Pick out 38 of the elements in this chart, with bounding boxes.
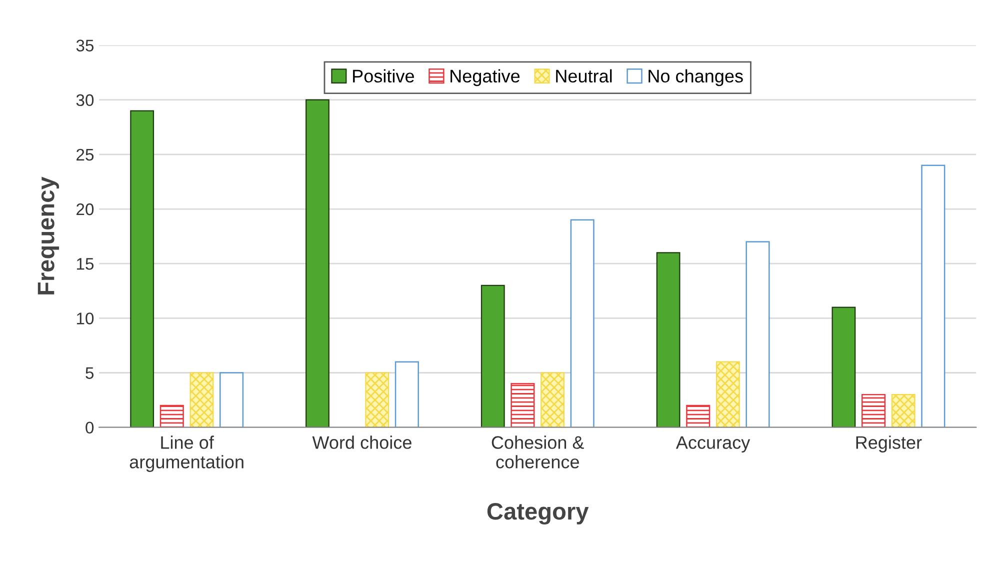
y-tick-label: 30	[76, 94, 94, 106]
bar	[365, 372, 390, 428]
y-tick-label: 15	[76, 258, 94, 270]
bar	[160, 404, 184, 428]
bar	[540, 372, 564, 428]
bar	[130, 110, 154, 428]
x-tick-label: Line of argumentation	[130, 436, 244, 472]
bar	[306, 99, 330, 428]
y-tick-label: 20	[76, 203, 94, 216]
x-axis-title: Category	[487, 503, 589, 525]
legend-label: Negative	[450, 69, 520, 86]
y-tick-label: 35	[76, 40, 94, 52]
bar	[220, 372, 244, 428]
y-axis-title: Frequency	[38, 176, 60, 294]
y-tick-label: 10	[76, 312, 94, 324]
bar	[861, 394, 886, 428]
legend-label: Positive	[353, 69, 414, 83]
bar	[686, 404, 710, 428]
legend-label: No changes	[648, 69, 743, 86]
bar	[891, 394, 916, 428]
bar	[480, 284, 505, 428]
x-tick-label: Register	[856, 436, 922, 452]
y-tick-label: 25	[76, 148, 94, 161]
x-tick-label: Word choice	[312, 436, 412, 449]
y-tick-label: 5	[86, 367, 94, 379]
bar	[510, 383, 535, 428]
bar	[656, 252, 680, 428]
bar	[394, 361, 419, 428]
x-tick-label: Cohesion & coherence	[492, 436, 584, 468]
bar	[746, 241, 770, 428]
bar	[921, 164, 946, 428]
bar	[570, 219, 594, 428]
x-tick-label: Accuracy	[676, 436, 750, 452]
bar	[832, 306, 856, 428]
y-tick-label: 0	[86, 422, 94, 434]
legend-label: Neutral	[556, 69, 612, 83]
bar	[716, 361, 740, 428]
bar	[190, 372, 214, 428]
